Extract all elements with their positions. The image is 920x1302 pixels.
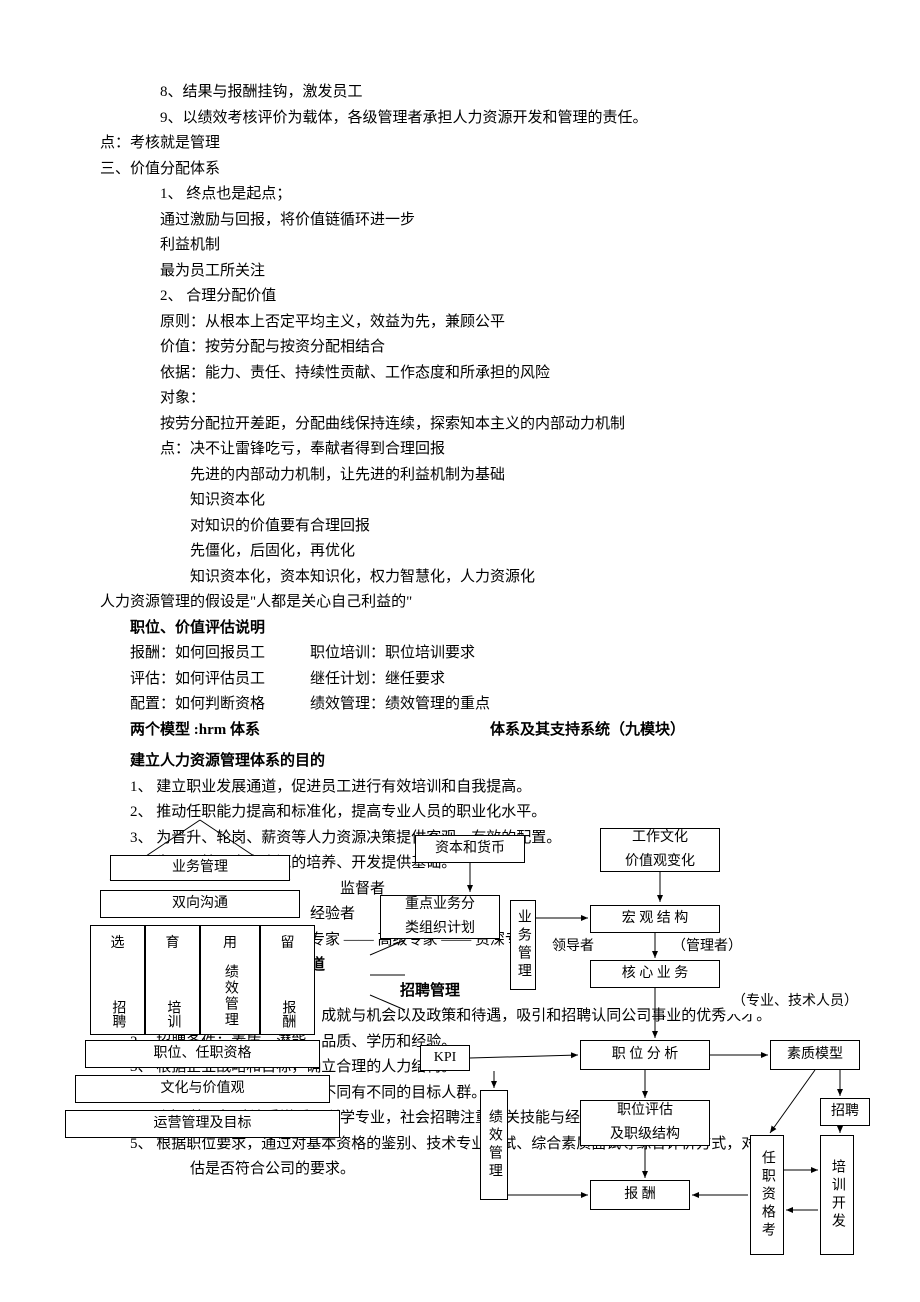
text-line: 展通道	[100, 953, 820, 979]
text-line: 专家 —— 高级专家 —— 资深专家	[100, 928, 820, 954]
col-right: 绩效管理：绩效管理的重点	[310, 692, 820, 718]
text-line: 三、价值分配体系	[100, 157, 820, 183]
text-line: 3、 为晋升、轮岗、薪资等人力资源决策提供客观、有效的配置。	[100, 826, 820, 852]
text-line: 2、 合理分配价值	[100, 284, 820, 310]
text-line: 1、 建立职业发展通道，促进员工进行有效培训和自我提高。	[100, 775, 820, 801]
text-line: 人力资源管理的假设是"人都是关心自己利益的"	[100, 590, 820, 616]
text-line: 原则：从根本上否定平均主义，效益为先，兼顾公平	[100, 310, 820, 336]
text-line: 8、结果与报酬挂钩，激发员工	[100, 80, 820, 106]
text-line: 9、以绩效考核评价为载体，各级管理者承担人力资源开发和管理的责任。	[100, 106, 820, 132]
text-line: 按劳分配拉开差距，分配曲线保持连续，探索知本主义的内部动力机制	[100, 412, 820, 438]
text-line: 招聘管理	[100, 979, 820, 1005]
text-line: 依据：能力、责任、持续性贡献、工作态度和所承担的风险	[100, 361, 820, 387]
model-right: 体系及其支持系统（九模块）	[490, 718, 685, 744]
text-line: 例：校园招聘注重潜质及所学专业，社会招聘注重相关技能与经验。	[100, 1106, 820, 1132]
text-line: 5、 根据职位要求，通过对基本资格的鉴别、技术专业笔试、综合素质面试等综合评价方…	[100, 1132, 820, 1158]
text-line: 先进的内部动力机制，让先进的利益机制为基础	[100, 463, 820, 489]
text-line: 2、 招聘条件：素质、潜能、品质、学历和经验。	[100, 1030, 820, 1056]
col-left: 评估：如何评估员工	[100, 667, 310, 693]
text-line: 点：决不让雷锋吃亏，奉献者得到合理回报	[100, 437, 820, 463]
text-line: 监督者	[100, 877, 820, 903]
box-recruit: 招聘	[820, 1098, 870, 1126]
text-line: 知识资本化，资本知识化，权力智慧化，人力资源化	[100, 565, 820, 591]
two-col-row: 配置：如何判断资格 绩效管理：绩效管理的重点	[100, 692, 820, 718]
text-line: 对象：	[100, 386, 820, 412]
model-left: 两个模型 :hrm 体系	[100, 718, 490, 744]
text-line: 3、 根据企业战略和目标，确立合理的人力结构。	[100, 1055, 820, 1081]
section-title: 职位、价值评估说明	[100, 616, 820, 642]
text-line: 利益机制	[100, 233, 820, 259]
box-pay: 报 酬	[590, 1180, 690, 1210]
text-line: 最为员工所关注	[100, 259, 820, 285]
text-line: 点：考核就是管理	[100, 131, 820, 157]
two-col-row: 报酬：如何回报员工 职位培训：职位培训要求	[100, 641, 820, 667]
col-left: 报酬：如何回报员工	[100, 641, 310, 667]
two-col-row: 评估：如何评估员工 继任计划：继任要求	[100, 667, 820, 693]
text-line: 经验者	[100, 902, 820, 928]
text-line: 4、 不同部门根据工作特点的不同有不同的目标人群。	[100, 1081, 820, 1107]
text-line: 对知识的价值要有合理回报	[100, 514, 820, 540]
box-traindev: 培训开发	[820, 1135, 854, 1255]
text-line: 1、 终点也是起点；	[100, 182, 820, 208]
text-line: 通过激励与回报，将价值链循环进一步	[100, 208, 820, 234]
text-line: 1、 企业的发展、企业文化、成就与机会以及政策和待遇，吸引和招聘认同公司事业的优…	[100, 1004, 820, 1030]
text-line: 建立人力资源管理体系的目的	[100, 749, 820, 775]
text-line: 知识资本化	[100, 488, 820, 514]
text-line: 4、 为公司核心人力资源的培养、开发提供基础。	[100, 851, 820, 877]
text-line: 估是否符合公司的要求。	[100, 1157, 820, 1183]
col-left: 配置：如何判断资格	[100, 692, 310, 718]
text-line: 价值：按劳分配与按资分配相结合	[100, 335, 820, 361]
text-line: 先僵化，后固化，再优化	[100, 539, 820, 565]
model-row: 两个模型 :hrm 体系 体系及其支持系统（九模块）	[100, 718, 820, 744]
text-line: 2、 推动任职能力提高和标准化，提高专业人员的职业化水平。	[100, 800, 820, 826]
col-right: 继任计划：继任要求	[310, 667, 820, 693]
cell: 培训开发	[825, 1159, 849, 1231]
col-right: 职位培训：职位培训要求	[310, 641, 820, 667]
